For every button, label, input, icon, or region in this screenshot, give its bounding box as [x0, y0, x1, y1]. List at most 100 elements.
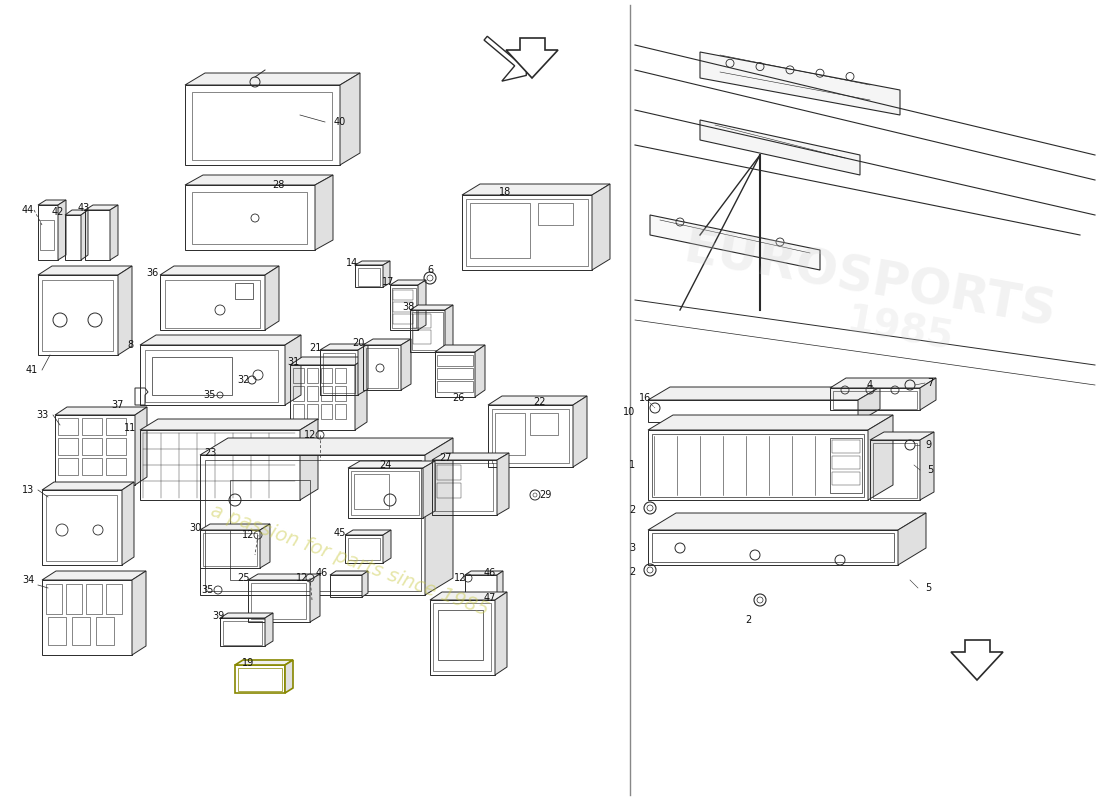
Bar: [46, 584, 62, 614]
Polygon shape: [315, 175, 333, 250]
Bar: [85, 210, 110, 260]
Polygon shape: [465, 571, 503, 575]
Bar: [390, 285, 418, 330]
Bar: [106, 584, 122, 614]
Polygon shape: [235, 660, 293, 665]
Bar: [106, 458, 127, 475]
Polygon shape: [920, 378, 936, 410]
Bar: [42, 490, 122, 565]
Bar: [437, 368, 473, 379]
Bar: [488, 405, 573, 467]
Text: 31: 31: [287, 357, 299, 367]
Bar: [348, 538, 380, 560]
Text: 10: 10: [623, 407, 635, 417]
Bar: [652, 533, 894, 562]
Bar: [870, 440, 920, 500]
Polygon shape: [110, 205, 118, 260]
Bar: [235, 665, 285, 693]
Polygon shape: [122, 482, 134, 565]
Text: 46: 46: [484, 568, 496, 578]
Bar: [530, 413, 558, 435]
Polygon shape: [868, 415, 893, 500]
Bar: [290, 365, 355, 430]
Bar: [648, 530, 898, 565]
Polygon shape: [135, 407, 147, 485]
Bar: [495, 413, 525, 455]
Bar: [55, 415, 135, 485]
Polygon shape: [340, 73, 360, 165]
Bar: [320, 350, 358, 395]
Bar: [42, 580, 132, 655]
Text: 27: 27: [439, 453, 451, 463]
Text: 5: 5: [927, 465, 933, 475]
Bar: [152, 357, 232, 395]
Polygon shape: [290, 357, 367, 365]
Bar: [833, 391, 917, 409]
Bar: [106, 418, 127, 435]
Polygon shape: [185, 175, 333, 185]
Bar: [832, 440, 860, 453]
Text: 29: 29: [539, 490, 551, 500]
Bar: [336, 368, 346, 383]
Bar: [412, 314, 431, 328]
Text: 9: 9: [925, 440, 931, 450]
Polygon shape: [462, 184, 610, 195]
Bar: [96, 617, 114, 645]
Text: 22: 22: [534, 397, 547, 407]
Text: 13: 13: [22, 485, 34, 495]
Text: 3: 3: [629, 543, 635, 553]
Polygon shape: [81, 210, 88, 260]
Polygon shape: [55, 407, 147, 415]
Text: 26: 26: [452, 393, 464, 403]
Bar: [40, 220, 54, 250]
Text: 7: 7: [927, 378, 933, 388]
Polygon shape: [506, 38, 558, 78]
Text: 21: 21: [309, 343, 321, 353]
Bar: [200, 530, 260, 568]
Text: 5: 5: [925, 583, 931, 593]
Polygon shape: [446, 305, 453, 352]
Polygon shape: [200, 524, 270, 530]
Bar: [165, 280, 260, 328]
Bar: [336, 386, 346, 401]
Bar: [832, 472, 860, 485]
Bar: [363, 345, 402, 390]
Text: 32: 32: [238, 375, 250, 385]
Bar: [648, 400, 858, 422]
Polygon shape: [118, 266, 132, 355]
Bar: [230, 480, 310, 580]
Polygon shape: [185, 73, 360, 85]
Text: 1985: 1985: [844, 302, 957, 358]
Bar: [140, 345, 285, 405]
Polygon shape: [592, 184, 611, 270]
Bar: [321, 368, 332, 383]
Text: 12: 12: [454, 573, 466, 583]
Polygon shape: [320, 344, 368, 350]
Text: 6: 6: [427, 265, 433, 275]
Polygon shape: [484, 36, 528, 81]
Polygon shape: [363, 339, 411, 345]
Bar: [470, 203, 530, 258]
Bar: [366, 348, 398, 388]
Text: 40: 40: [334, 117, 346, 127]
Bar: [82, 438, 102, 455]
Polygon shape: [200, 438, 453, 455]
Polygon shape: [330, 571, 369, 575]
Polygon shape: [830, 378, 936, 388]
Bar: [145, 350, 278, 402]
Text: 2: 2: [629, 567, 635, 577]
Bar: [434, 352, 475, 397]
Polygon shape: [920, 432, 934, 500]
Bar: [393, 314, 412, 324]
Polygon shape: [132, 571, 146, 655]
Text: 2: 2: [745, 615, 751, 625]
Bar: [538, 203, 573, 225]
Bar: [348, 468, 424, 518]
Bar: [205, 460, 421, 591]
Bar: [248, 580, 310, 622]
Text: 28: 28: [272, 180, 284, 190]
Bar: [652, 434, 864, 497]
Polygon shape: [648, 387, 880, 400]
Text: 36: 36: [146, 268, 158, 278]
Bar: [492, 409, 569, 463]
